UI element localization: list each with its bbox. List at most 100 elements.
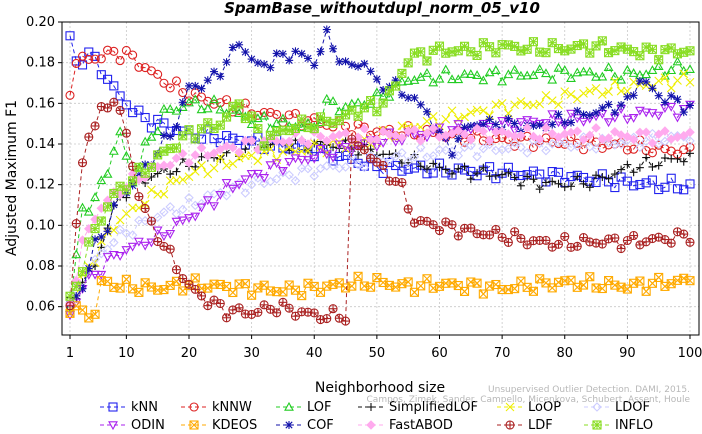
y-tick-label: 0.20 xyxy=(26,15,55,30)
series-inflo xyxy=(65,36,695,301)
data-point xyxy=(666,83,676,93)
data-point xyxy=(96,236,106,246)
data-point xyxy=(672,184,683,194)
data-point xyxy=(347,281,357,291)
data-point xyxy=(429,159,438,168)
data-point xyxy=(96,248,107,259)
data-point xyxy=(522,240,532,250)
data-point xyxy=(673,154,682,163)
x-tick-label: 20 xyxy=(181,346,198,361)
legend-swatch-marker xyxy=(108,402,118,412)
data-point xyxy=(597,36,607,46)
data-point xyxy=(290,175,301,186)
data-point xyxy=(522,44,532,54)
data-point xyxy=(303,156,313,166)
series-kdeos xyxy=(65,271,695,323)
x-axis: 1 10 20 30 40 50 60 70 80 90 100 xyxy=(66,335,702,361)
data-point xyxy=(572,126,583,136)
data-point xyxy=(359,145,369,155)
data-point xyxy=(522,116,533,126)
data-point xyxy=(340,162,351,172)
chart-title: SpamBase_withoutdupl_norm_05_v10 xyxy=(224,0,540,17)
data-point xyxy=(416,100,425,109)
data-point xyxy=(403,58,413,68)
data-point xyxy=(146,162,156,172)
data-point xyxy=(240,175,251,185)
data-point xyxy=(503,143,514,154)
data-point xyxy=(109,46,119,56)
data-point xyxy=(410,93,419,102)
data-point xyxy=(77,267,88,277)
data-point xyxy=(84,132,94,142)
data-point xyxy=(215,120,225,130)
data-point xyxy=(629,77,639,87)
data-point xyxy=(597,283,607,294)
data-point xyxy=(547,96,557,106)
data-point xyxy=(510,119,519,128)
data-point xyxy=(378,160,388,170)
data-point xyxy=(347,152,357,162)
data-point xyxy=(121,246,132,256)
data-point xyxy=(434,123,445,133)
data-point xyxy=(685,100,695,110)
data-point xyxy=(297,114,307,124)
data-point xyxy=(647,44,657,54)
data-point xyxy=(686,149,694,158)
data-point xyxy=(428,151,439,161)
data-point xyxy=(65,31,75,41)
y-tick-label: 0.14 xyxy=(26,137,55,152)
data-point xyxy=(278,49,287,58)
data-point xyxy=(622,235,632,246)
data-point xyxy=(609,71,620,81)
data-point xyxy=(297,49,306,58)
data-point xyxy=(391,160,401,171)
data-point xyxy=(654,55,664,65)
data-point xyxy=(635,127,645,138)
data-point xyxy=(328,96,338,105)
data-point xyxy=(272,308,282,318)
data-point xyxy=(541,91,551,100)
data-point xyxy=(622,145,632,155)
legend-swatch-marker xyxy=(284,401,294,411)
data-point xyxy=(159,103,169,113)
legend-label: SimplifiedLOF xyxy=(389,400,478,415)
legend-label: LDF xyxy=(528,418,553,433)
data-point xyxy=(128,108,138,118)
data-point xyxy=(166,170,175,179)
data-point xyxy=(629,168,638,177)
data-point xyxy=(247,290,257,300)
data-point xyxy=(90,309,100,319)
data-point xyxy=(103,202,113,212)
series-line xyxy=(69,126,691,304)
data-point xyxy=(628,113,639,123)
data-point xyxy=(490,65,501,74)
data-point xyxy=(422,128,432,138)
data-point xyxy=(603,133,614,143)
data-point xyxy=(434,226,445,236)
y-tick-label: 0.08 xyxy=(26,259,55,274)
data-point xyxy=(152,226,163,236)
data-point xyxy=(498,170,507,179)
data-point xyxy=(685,77,695,87)
data-point xyxy=(409,152,420,162)
data-point xyxy=(103,74,113,84)
data-point xyxy=(171,153,182,163)
data-point xyxy=(560,87,570,97)
data-point xyxy=(610,183,620,193)
data-point xyxy=(541,119,551,128)
series-layer xyxy=(65,25,695,326)
data-point xyxy=(415,142,426,153)
data-point xyxy=(246,135,257,146)
data-point xyxy=(90,224,100,234)
data-point xyxy=(491,48,501,58)
data-point xyxy=(234,180,245,190)
data-point xyxy=(535,169,545,179)
data-point xyxy=(654,76,664,86)
data-point xyxy=(271,174,282,184)
data-point xyxy=(384,155,395,165)
data-point xyxy=(415,136,426,146)
data-point xyxy=(384,86,394,96)
data-point xyxy=(259,110,270,120)
data-point xyxy=(159,131,168,140)
data-point xyxy=(629,230,639,241)
